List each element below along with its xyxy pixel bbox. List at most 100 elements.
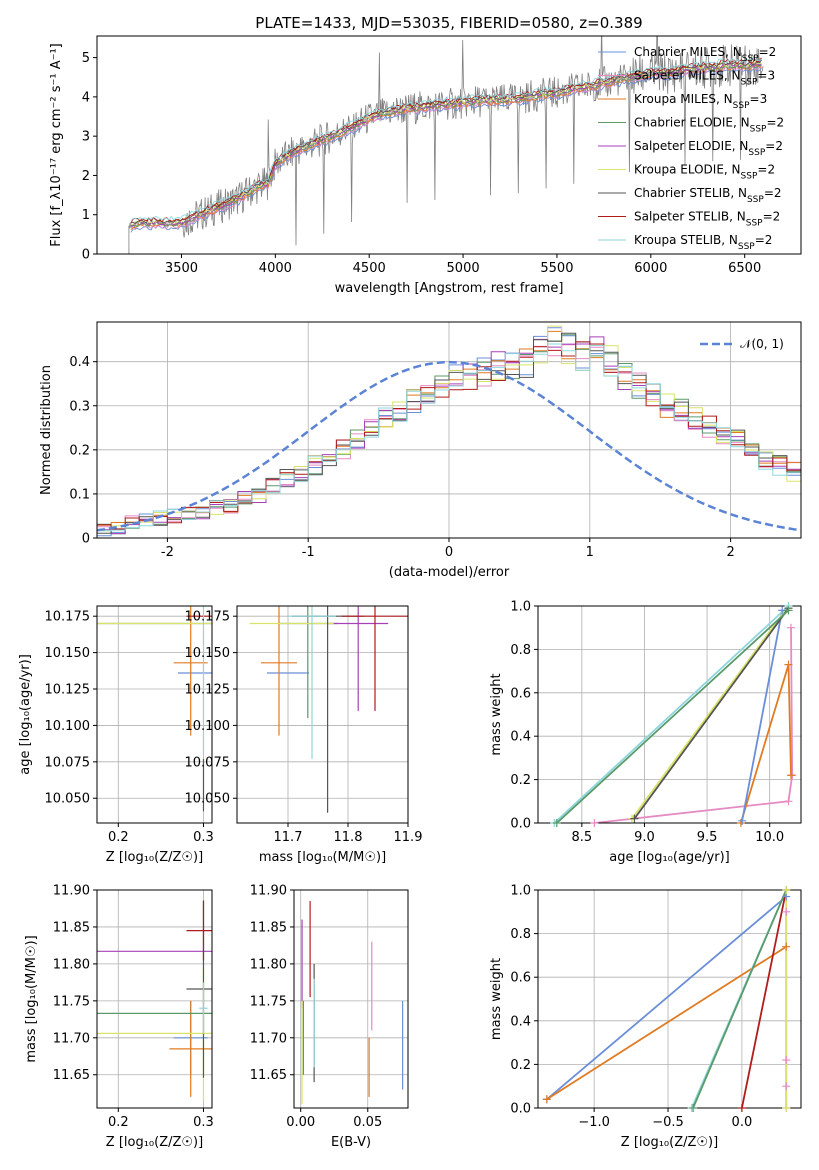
legend-entry: Chabrier STELIB, NSSP=2 (634, 186, 782, 205)
x-tick-label: 5000 (447, 261, 480, 276)
model-line-chabrier-stelib (130, 59, 762, 225)
legend-entry: Kroupa MILES, NSSP=3 (634, 92, 767, 111)
x-axis-label: Z [log₁₀(Z/Z☉)] (106, 850, 203, 865)
model-line-chabrier-elodie (130, 63, 762, 228)
y-tick-label: 0.1 (69, 487, 90, 502)
model-line-salpeter-miles (130, 64, 762, 231)
y-tick-label: 10.150 (185, 646, 231, 661)
cumulative-marker (590, 819, 599, 827)
y-tick-label: 0.4 (510, 1014, 531, 1029)
axes-frame (96, 889, 213, 1109)
cumulative-marker (782, 1082, 791, 1091)
x-axis-label: Z [log₁₀(Z/Z☉)] (106, 1135, 203, 1150)
plot-area-age-vs-Z (97, 606, 212, 812)
panel-age-vs-Z: 0.2 0.3 10.050 10.075 10.100 10.125 10.150 10.1… (18, 605, 214, 865)
legend-subscript: SSP (733, 101, 750, 111)
y-tick-label: 0.4 (69, 355, 90, 370)
y-tick-label: 11.75 (250, 994, 287, 1009)
y-tick-label: 10.175 (45, 610, 91, 625)
legend-count: =3 (757, 69, 775, 83)
gaussian-reference-curve (97, 360, 801, 532)
x-tick-label: 9.0 (634, 830, 655, 845)
y-tick-label: 0.6 (510, 686, 531, 701)
cumulative-line-chabrier-miles (741, 610, 784, 821)
cumulative-line-chabrier-stelib (633, 607, 790, 820)
cumulative-line-chabrier-miles (546, 895, 787, 1100)
x-tick-label: 0.00 (286, 1115, 315, 1130)
legend-entry: Salpeter ELODIE, NSSP=2 (634, 139, 783, 158)
panel-spectrum: 3500 4000 4500 5000 5500 6000 6500 0 1 2 3 4 5 wavele… (49, 35, 802, 296)
cumulative-line-kroupa-miles (740, 664, 792, 823)
x-tick-label: −0.5 (652, 1115, 684, 1130)
x-axis-label: wavelength [Angstrom, rest frame] (335, 281, 564, 296)
y-tick-label: 10.075 (45, 755, 91, 770)
legend-entry: Kroupa ELODIE, NSSP=2 (634, 163, 775, 182)
y-tick-label: 11.70 (53, 1031, 90, 1046)
panel-residuals: -2 -1 0 1 2 0 0.1 0.2 0.3 0.4 (data-model)/error No… (39, 321, 802, 580)
plot-area-mass-vs-Z (97, 900, 212, 1100)
panel-mass-vs-ebv: 0.00 0.05 11.65 11.70 11.75 11.80 11.85 11.90 E(… (250, 884, 409, 1150)
y-tick-label: 1.0 (510, 884, 531, 899)
y-tick-label: 11.75 (53, 994, 90, 1009)
cumulative-line-kroupa-miles (546, 945, 787, 1101)
plot-area-mass-vs-ebv (301, 901, 404, 1105)
cumulative-marker (782, 942, 791, 951)
legend-count: =2 (763, 210, 781, 224)
model-line-salpeter-elodie (130, 61, 762, 227)
y-tick-label: 11.85 (250, 920, 287, 935)
y-axis-label: mass weight (489, 958, 504, 1040)
legend-subscript: SSP (741, 172, 758, 182)
legend-count: =2 (757, 163, 775, 177)
legend-subscript: SSP (746, 219, 763, 229)
y-tick-label: 0 (82, 248, 90, 263)
cumulative-marker (784, 660, 793, 669)
cumulative-marker (737, 1104, 746, 1112)
cumulative-line-kroupa-elodie (631, 606, 790, 820)
y-tick-label: 0.2 (510, 773, 531, 788)
x-axis-label: E(B-V) (331, 1135, 371, 1150)
x-axis-label: mass [log₁₀(M/M☉)] (259, 850, 386, 865)
cumulative-marker (782, 1056, 791, 1065)
legend-entry: Chabrier ELODIE, NSSP=2 (634, 116, 784, 135)
x-tick-label: 6500 (728, 261, 761, 276)
y-tick-label: 1.0 (510, 600, 531, 615)
x-tick-label: 0.2 (108, 1115, 129, 1130)
axes-frame (236, 605, 409, 824)
x-tick-label: 11.9 (394, 830, 423, 845)
cumulative-marker (784, 606, 793, 615)
y-tick-label: 11.85 (53, 920, 90, 935)
cumulative-marker (736, 819, 745, 827)
cumulative-marker (782, 886, 791, 894)
x-tick-label: 0 (445, 545, 453, 560)
y-tick-label: 11.90 (53, 884, 90, 899)
y-tick-label: 5 (82, 51, 90, 66)
legend-subscript: SSP (741, 78, 758, 88)
x-tick-label: 11.7 (274, 830, 303, 845)
cumulative-marker (552, 819, 561, 827)
y-tick-label: 0.2 (69, 443, 90, 458)
x-tick-label: -2 (161, 545, 174, 560)
y-axis-label: mass [log₁₀(M/M☉)] (24, 935, 39, 1062)
y-tick-label: 0.8 (510, 643, 531, 658)
cumulative-line-salpeter-stelib (741, 890, 788, 1108)
x-axis-label: age [log₁₀(age/yr)] (609, 850, 730, 865)
x-tick-label: 3500 (165, 261, 198, 276)
plot-area-spectrum (128, 36, 764, 254)
model-line-kroupa-stelib (130, 57, 762, 222)
legend-subscript: SSP (738, 242, 755, 252)
x-tick-label: 11.8 (334, 830, 363, 845)
legend-entry: Kroupa STELIB, NSSP=2 (634, 233, 772, 252)
y-axis-label: Flux [f_λ10⁻¹⁷ erg cm⁻² s⁻¹ A⁻¹] (49, 43, 64, 247)
histogram-kroupa-elodie (97, 325, 801, 538)
x-tick-label: 5500 (540, 261, 573, 276)
axes-frame (293, 889, 409, 1109)
cumulative-marker (782, 1104, 791, 1112)
y-tick-label: 10.050 (45, 792, 91, 807)
y-tick-label: 11.90 (250, 884, 287, 899)
y-tick-label: 10.100 (45, 719, 91, 734)
cumulative-marker (738, 816, 747, 825)
x-axis-label: (data-model)/error (389, 565, 510, 580)
x-tick-label: 0.0 (732, 1115, 753, 1130)
y-tick-label: 0.8 (510, 927, 531, 942)
